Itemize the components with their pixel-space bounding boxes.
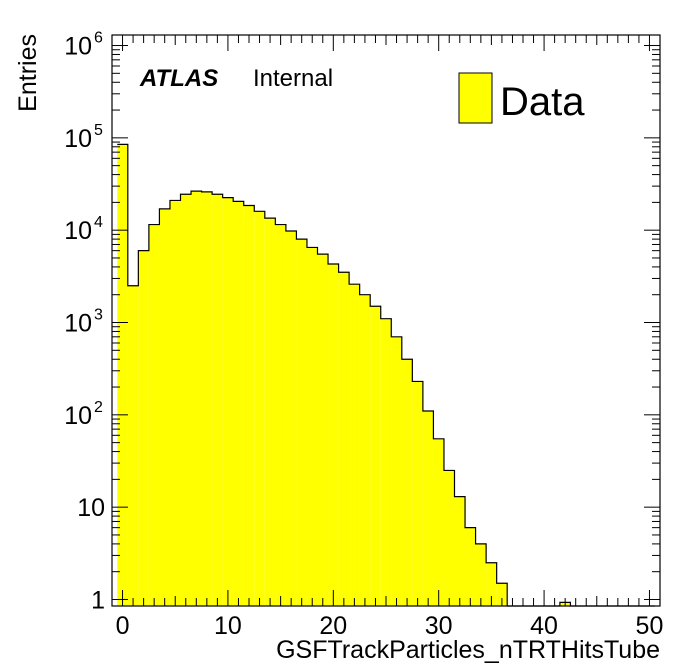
- histogram-bar: [201, 191, 213, 606]
- histogram-bar: [275, 224, 286, 606]
- plot-frame: [111, 34, 661, 607]
- histogram-bar: [465, 527, 476, 606]
- y-tick-label-exponent: 4: [94, 214, 103, 231]
- x-tick-label: 20: [319, 612, 347, 640]
- histogram-bar: [254, 211, 265, 606]
- y-tick-label: 10: [64, 310, 92, 338]
- y-tick-label: 1: [91, 586, 105, 614]
- histogram-bar: [380, 318, 392, 606]
- y-tick-label: 10: [64, 125, 92, 153]
- histogram-bars: [117, 143, 655, 607]
- x-tick-label: 40: [530, 612, 558, 640]
- histogram-bar: [349, 284, 360, 606]
- y-tick-label-exponent: 5: [94, 122, 103, 139]
- histogram-bar: [138, 250, 149, 606]
- histogram-bar: [159, 208, 170, 606]
- x-axis-tick-labels: 0 10 20 30 40 50: [116, 612, 664, 640]
- x-tick-label: 30: [425, 612, 453, 640]
- legend: Data: [458, 72, 585, 124]
- histogram-bar: [359, 294, 371, 606]
- histogram-bar: [222, 197, 234, 606]
- atlas-label: ATLAS: [139, 65, 218, 92]
- histogram-bar: [338, 272, 350, 606]
- histogram-bar: [391, 336, 402, 606]
- y-axis-title: Entries: [14, 34, 42, 112]
- histogram-bar: [422, 411, 434, 606]
- histogram-bar: [191, 191, 202, 606]
- histogram-bar: [212, 194, 223, 607]
- histogram-bar: [169, 200, 181, 606]
- histogram-bar: [127, 285, 139, 606]
- x-axis-title: GSFTrackParticles_nTRTHitsTube: [276, 636, 660, 664]
- histogram-bar: [475, 543, 487, 606]
- histogram-bar: [486, 562, 497, 606]
- histogram-bar: [148, 224, 160, 606]
- histogram-bar: [243, 205, 255, 606]
- x-tick-label: 0: [116, 612, 130, 640]
- histogram-bar: [454, 496, 466, 606]
- y-tick-label-exponent: 6: [94, 30, 103, 47]
- legend-swatch-data: [458, 72, 493, 124]
- histogram-bar: [370, 306, 381, 606]
- histogram-bar: [433, 438, 444, 606]
- histogram-bar: [317, 254, 329, 606]
- histogram-bar: [328, 264, 339, 606]
- histogram-bar: [264, 218, 276, 606]
- histogram-bar: [233, 201, 244, 606]
- histogram-bar: [412, 381, 423, 606]
- histogram-bar: [443, 470, 455, 606]
- histogram-bar: [296, 239, 307, 607]
- histogram-bar: [285, 230, 297, 606]
- histogram-bar: [306, 247, 318, 606]
- y-tick-label: 10: [64, 402, 92, 430]
- y-tick-label-exponent: 3: [94, 307, 103, 324]
- x-tick-label: 10: [214, 612, 242, 640]
- y-tick-label: 10: [64, 33, 92, 61]
- internal-label: Internal: [253, 65, 333, 92]
- histogram-bar: [180, 194, 192, 607]
- y-tick-label: 10: [77, 494, 105, 522]
- x-tick-label: 50: [636, 612, 664, 640]
- histogram-bar: [401, 359, 413, 606]
- histogram-bar: [117, 144, 128, 606]
- y-tick-label: 10: [64, 217, 92, 245]
- legend-label-data: Data: [500, 80, 585, 124]
- histogram-bar: [496, 583, 508, 606]
- y-tick-label-exponent: 2: [94, 399, 103, 416]
